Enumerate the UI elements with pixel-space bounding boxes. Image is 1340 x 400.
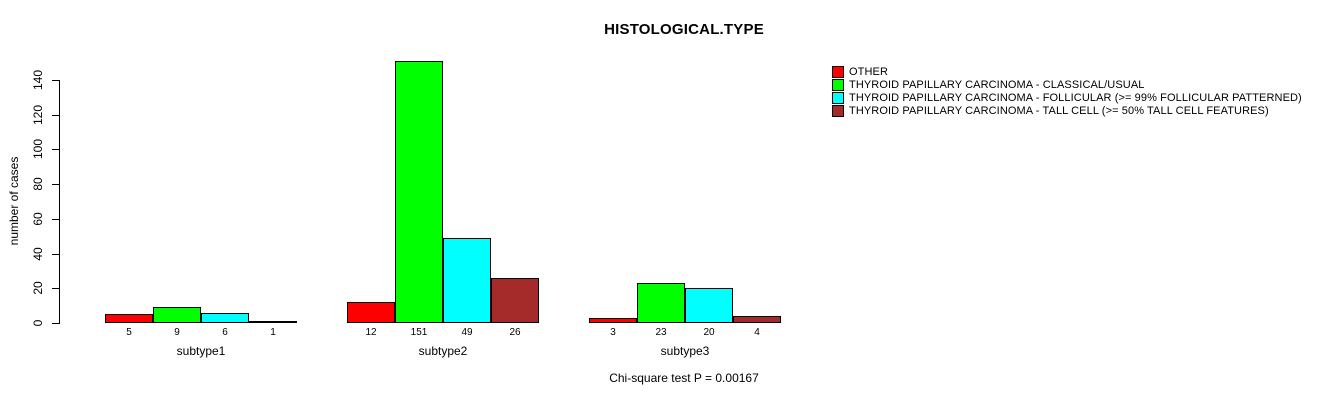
legend-item: OTHER [832,65,1302,78]
bar-value-label: 5 [126,327,132,338]
y-tick-label: 80 [31,177,45,191]
y-tick-label: 20 [31,281,45,295]
y-tick-label: 120 [31,104,45,125]
bar-value-label: 49 [461,327,473,338]
x-axis-group-label: subtype3 [660,344,710,358]
bar-value-label: 12 [365,327,377,338]
y-tick-label: 140 [31,69,45,91]
y-axis-line [59,80,60,324]
legend-label: OTHER [849,65,888,78]
bar-value-label: 1 [270,327,276,338]
bar-value-label: 4 [754,327,760,338]
legend-item: THYROID PAPILLARY CARCINOMA - CLASSICAL/… [832,78,1302,91]
legend-label: THYROID PAPILLARY CARCINOMA - CLASSICAL/… [849,78,1145,91]
bar-value-label: 26 [509,327,521,338]
stat-test-caption: Chi-square test P = 0.00167 [609,371,759,385]
bar-value-label: 6 [222,327,228,338]
bar-subtype3-series1 [637,283,685,323]
bar-subtype1-series1 [153,307,201,323]
legend-label: THYROID PAPILLARY CARCINOMA - TALL CELL … [849,104,1269,117]
y-tick-label: 100 [31,139,45,160]
bar-subtype2-series3 [491,278,539,323]
y-tick-mark [52,323,59,324]
y-tick-mark [52,80,59,81]
y-tick-label: 60 [31,212,45,226]
legend-color-swatch-icon [832,91,844,104]
bar-value-label: 20 [703,327,715,338]
legend: OTHER THYROID PAPILLARY CARCINOMA - CLASS… [832,65,1302,117]
bar-subtype1-series2 [201,313,249,323]
y-tick-mark [52,218,59,220]
legend-item: THYROID PAPILLARY CARCINOMA - FOLLICULAR… [832,91,1302,104]
y-tick-label: 40 [31,246,45,261]
x-axis-group-label: subtype2 [418,344,468,358]
bar-subtype3-series3 [733,316,781,323]
legend-label: THYROID PAPILLARY CARCINOMA - FOLLICULAR… [849,91,1302,104]
y-tick-mark [52,149,59,151]
legend-item: THYROID PAPILLARY CARCINOMA - TALL CELL … [832,104,1302,117]
bar-subtype2-series0 [347,302,395,323]
y-tick-mark [52,253,59,255]
y-tick-mark [52,288,59,290]
bar-value-label: 9 [174,327,180,338]
bar-subtype2-series1 [395,61,443,323]
bar-subtype3-series2 [685,288,733,323]
chart-title: HISTOLOGICAL.TYPE [604,21,764,38]
y-tick-mark [52,114,59,116]
bar-subtype1-series3 [249,321,297,323]
y-tick-mark [52,184,59,186]
bar-value-label: 3 [610,327,616,338]
legend-color-swatch-icon [832,65,844,78]
legend-color-swatch-icon [832,104,844,117]
y-tick-label: 0 [31,319,45,327]
legend-color-swatch-icon [832,78,844,91]
bar-subtype3-series0 [589,318,637,323]
y-axis-title: number of cases [7,156,21,246]
bar-value-label: 23 [655,327,667,338]
bar-value-label: 151 [410,327,428,338]
bar-subtype2-series2 [443,238,491,323]
bar-subtype1-series0 [105,314,153,323]
x-axis-group-label: subtype1 [176,344,226,358]
